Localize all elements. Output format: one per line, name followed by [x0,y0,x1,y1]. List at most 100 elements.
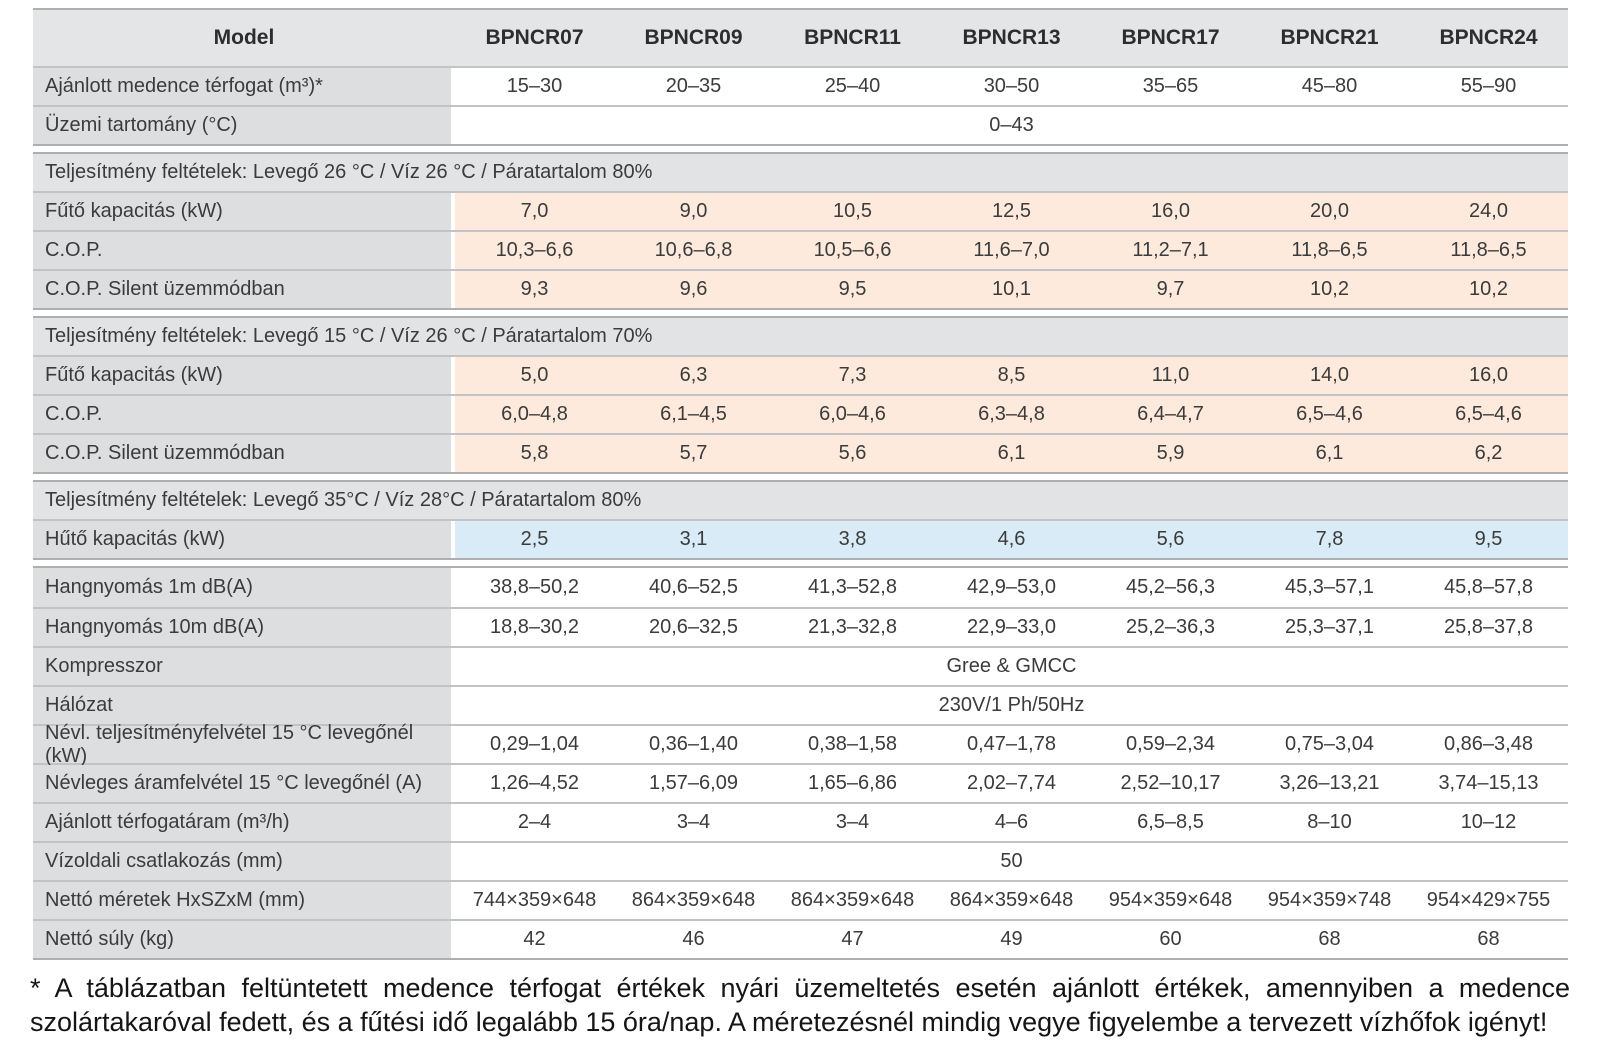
value-cell: 6,3–4,8 [978,403,1045,425]
value-cell: 954×359×748 [1267,889,1392,911]
row-label: Kompresszor [33,648,455,685]
value-cell: 2,52–10,17 [1120,772,1221,794]
value-cell: 11,8–6,5 [1291,239,1368,261]
row-label: Fűtő kapacitás (kW) [33,357,455,394]
value-cell: 14,0 [1310,364,1349,386]
row-label: C.O.P. Silent üzemmódban [33,271,455,308]
value-cell: 18,8–30,2 [490,616,579,638]
value-cell: 9,0 [679,200,708,222]
section-label: Teljesítmény feltételek: Levegő 26 °C / … [45,161,653,183]
row-values: 744×359×648 864×359×648 864×359×648 864×359… [455,882,1568,919]
value-cell: 864×359×648 [790,889,915,911]
merged-value-cell: 230V/1 Ph/50Hz [455,687,1568,724]
model-header: BPNCR11 [804,26,901,49]
spec-row: Nettó súly (kg) 42 46 47 49 60 68 68 [33,919,1568,958]
model-column-title: Model [213,26,275,49]
spec-table: Model BPNCR07 BPNCR09 BPNCR11 BPNCR13 BPNCR17… [33,8,1568,960]
row-label: C.O.P. [33,232,455,269]
footnote: * A táblázatban feltüntetett medence tér… [30,973,1570,1038]
value-cell: 954×429×755 [1426,889,1551,911]
model-header: BPNCR24 [1439,26,1538,49]
value-cell: 12,5 [992,200,1031,222]
spec-row: C.O.P. Silent üzemmódban 9,3 9,6 9,5 10,1 9,7… [33,269,1568,308]
spec-row: Hangnyomás 1m dB(A) 38,8–50,2 40,6–52,5 41,… [33,568,1568,607]
value-cell: 10,6–6,8 [654,239,733,261]
spec-row: Nettó méretek HxSZxM (mm) 744×359×648 864×… [33,880,1568,919]
value-cell: 3,1 [679,528,708,550]
value-cell: 5,6 [838,442,867,464]
header-row: Model BPNCR07 BPNCR09 BPNCR11 BPNCR13 BPNCR17… [33,10,1568,66]
value-cell: 1,65–6,86 [808,772,897,794]
row-label: Ajánlott térfogatáram (m³/h) [33,804,455,841]
value-cell: 3,26–13,21 [1279,772,1380,794]
value-cell: 10,5–6,6 [813,239,892,261]
value-cell: 9,5 [1474,528,1503,550]
value-cell: 5,9 [1156,442,1185,464]
value-cell: 5,7 [679,442,708,464]
value-cell: 5,6 [1156,528,1185,550]
value-cell: 6,5–8,5 [1137,811,1204,833]
value-cell: 11,0 [1151,364,1190,386]
row-label: Névleges áramfelvétel 15 °C levegőnél (A… [33,765,455,802]
header-columns: BPNCR07 BPNCR09 BPNCR11 BPNCR13 BPNCR17 BPNCR… [455,10,1568,66]
value-cell: 25,2–36,3 [1126,616,1215,638]
value-cell: 9,5 [838,278,867,300]
value-cell: 20,0 [1310,200,1349,222]
row-values: 230V/1 Ph/50Hz [455,687,1568,724]
value-cell: 9,7 [1156,278,1185,300]
row-values: 0,29–1,04 0,36–1,40 0,38–1,58 0,47–1,78 0,59… [455,726,1568,763]
value-cell: 21,3–32,8 [808,616,897,638]
spec-row: Hálózat 230V/1 Ph/50Hz [33,685,1568,724]
value-cell: 24,0 [1469,200,1508,222]
row-values: 9,3 9,6 9,5 10,1 9,7 10,2 10,2 [455,271,1568,308]
row-values: 2,5 3,1 3,8 4,6 5,6 7,8 9,5 [455,521,1568,558]
value-cell: 42,9–53,0 [967,576,1056,598]
value-cell: 1,26–4,52 [490,772,579,794]
row-label: Üzemi tartomány (°C) [33,107,455,144]
value-cell: 35–65 [1142,75,1199,97]
value-cell: 6,5–4,6 [1296,403,1363,425]
value-cell: 10,2 [1310,278,1349,300]
value-cell: 45,2–56,3 [1126,576,1215,598]
row-values: 5,8 5,7 5,6 6,1 5,9 6,1 6,2 [455,435,1568,472]
value-cell: 7,0 [520,200,549,222]
row-values: 50 [455,843,1568,880]
value-cell: 45,8–57,8 [1444,576,1533,598]
value-cell: 7,3 [838,364,867,386]
value-cell: 41,3–52,8 [808,576,897,598]
value-cell: 3–4 [676,811,711,833]
spec-row: Hűtő kapacitás (kW) 2,5 3,1 3,8 4,6 5,6 7,8 9,5 [33,519,1568,558]
value-cell: 10,3–6,6 [495,239,574,261]
row-values: 6,0–4,8 6,1–4,5 6,0–4,6 6,3–4,8 6,4–4,7 6,5–4… [455,396,1568,433]
value-cell: 3–4 [835,811,870,833]
spec-row: C.O.P. 10,3–6,6 10,6–6,8 10,5–6,6 11,6–7,0 11… [33,230,1568,269]
value-cell: 25,3–37,1 [1285,616,1374,638]
value-cell: 10,1 [992,278,1031,300]
value-cell: 6,0–4,6 [819,403,886,425]
table-block: Model BPNCR07 BPNCR09 BPNCR11 BPNCR13 BPNCR17… [33,8,1568,146]
spec-row: Ajánlott térfogatáram (m³/h) 2–4 3–4 3–4 4–6… [33,802,1568,841]
table-block: Hangnyomás 1m dB(A) 38,8–50,2 40,6–52,5 41,… [33,566,1568,960]
value-cell: 2,02–7,74 [967,772,1056,794]
value-cell: 45,3–57,1 [1285,576,1374,598]
value-cell: 4,6 [997,528,1026,550]
value-cell: 25–40 [824,75,881,97]
row-values: 7,0 9,0 10,5 12,5 16,0 20,0 24,0 [455,193,1568,230]
spec-row: Fűtő kapacitás (kW) 7,0 9,0 10,5 12,5 16,0 20,… [33,191,1568,230]
value-cell: 16,0 [1151,200,1190,222]
row-label: Nettó méretek HxSZxM (mm) [33,882,455,919]
value-cell: 864×359×648 [631,889,756,911]
value-cell: 55–90 [1460,75,1517,97]
spec-row: Fűtő kapacitás (kW) 5,0 6,3 7,3 8,5 11,0 14,0 1… [33,355,1568,394]
spec-row: Névleges áramfelvétel 15 °C levegőnél (A… [33,763,1568,802]
value-cell: 6,2 [1474,442,1503,464]
value-cell: 22,9–33,0 [967,616,1056,638]
row-values: 38,8–50,2 40,6–52,5 41,3–52,8 42,9–53,0 45,2… [455,568,1568,607]
value-cell: 8–10 [1307,811,1352,833]
merged-value-cell: Gree & GMCC [455,648,1568,685]
row-values: 42 46 47 49 60 68 68 [455,921,1568,958]
value-cell: 864×359×648 [949,889,1074,911]
row-values: 10,3–6,6 10,6–6,8 10,5–6,6 11,6–7,0 11,2–7,1… [455,232,1568,269]
row-label: Hangnyomás 1m dB(A) [33,568,455,607]
